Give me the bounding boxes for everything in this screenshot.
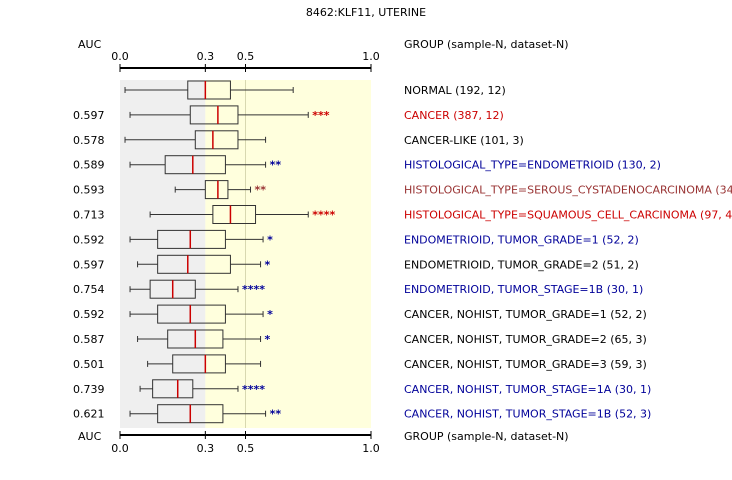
auc-value-8: 0.754 — [73, 283, 105, 296]
group-label-4: HISTOLOGICAL_TYPE=SEROUS_CYSTADENOCARCIN… — [404, 184, 732, 197]
background-bands — [120, 80, 371, 428]
auc-value-13: 0.621 — [73, 408, 105, 421]
background-band-0 — [120, 80, 206, 428]
box-4 — [204, 180, 229, 200]
group-label-3: HISTOLOGICAL_TYPE=ENDOMETRIOID (130, 2) — [404, 159, 661, 172]
significance-stars-1: *** — [312, 109, 330, 122]
box-row-13: ** 0.621 CANCER, NOHIST, TUMOR_STAGE=1B (5… — [73, 404, 651, 424]
group-label-1: CANCER (387, 12) — [404, 109, 504, 122]
box-9 — [157, 304, 226, 324]
box-row-5: **** 0.713 HISTOLOGICAL_TYPE=SQUAMOUS_CELL… — [73, 205, 732, 224]
box-row-10: * 0.587 CANCER, NOHIST, TUMOR_GRADE=2 (65,… — [73, 329, 647, 349]
significance-stars-5: **** — [312, 209, 335, 222]
box-row-12: **** 0.739 CANCER, NOHIST, TUMOR_STAGE=1A … — [73, 379, 651, 399]
auc-value-2: 0.578 — [73, 134, 105, 147]
box-11 — [172, 354, 226, 374]
significance-stars-10: * — [265, 333, 271, 346]
group-label-12: CANCER, NOHIST, TUMOR_STAGE=1A (30, 1) — [404, 383, 651, 396]
box-0 — [187, 80, 231, 100]
tick-label-top-3: 1.0 — [362, 50, 380, 63]
group-label-5: HISTOLOGICAL_TYPE=SQUAMOUS_CELL_CARCINOM… — [404, 209, 732, 222]
auc-value-9: 0.592 — [73, 308, 105, 321]
group-label-11: CANCER, NOHIST, TUMOR_GRADE=3 (59, 3) — [404, 358, 647, 371]
auc-header-bottom: AUC — [78, 430, 102, 443]
auc-value-5: 0.713 — [73, 209, 105, 222]
box-row-3: ** 0.589 HISTOLOGICAL_TYPE=ENDOMETRIOID (1… — [73, 155, 661, 175]
group-label-2: CANCER-LIKE (101, 3) — [404, 134, 524, 147]
auc-value-1: 0.597 — [73, 109, 105, 122]
tick-label-bottom-1: 0.3 — [197, 442, 215, 455]
auc-header-top: AUC — [78, 38, 102, 51]
group-label-13: CANCER, NOHIST, TUMOR_STAGE=1B (52, 3) — [404, 408, 651, 421]
group-label-9: CANCER, NOHIST, TUMOR_GRADE=1 (52, 2) — [404, 308, 647, 321]
box-row-1: *** 0.597 CANCER (387, 12) — [73, 105, 504, 125]
axis-bottom: 0.0 0.3 0.5 1.0 — [111, 431, 380, 455]
box-row-6: * 0.592 ENDOMETRIOID, TUMOR_GRADE=1 (52, 2… — [73, 229, 639, 249]
tick-label-bottom-0: 0.0 — [111, 442, 129, 455]
box-row-2: 0.578 CANCER-LIKE (101, 3) — [73, 130, 524, 150]
auc-value-10: 0.587 — [73, 333, 105, 346]
axis-top: 0.0 0.3 0.5 1.0 — [111, 50, 380, 72]
box-rows: NORMAL (192, 12)***0.597 CANCER (387, 12)… — [73, 80, 732, 424]
significance-stars-3: ** — [270, 159, 282, 172]
auc-value-4: 0.593 — [73, 184, 105, 197]
box-3 — [164, 155, 226, 175]
group-label-6: ENDOMETRIOID, TUMOR_GRADE=1 (52, 2) — [404, 233, 639, 246]
tick-label-top-2: 0.5 — [237, 50, 255, 63]
box-7 — [157, 254, 231, 274]
group-header-top: GROUP (sample-N, dataset-N) — [404, 38, 569, 51]
box-1 — [189, 105, 239, 125]
tick-label-top-1: 0.3 — [197, 50, 215, 63]
box-row-0: NORMAL (192, 12) — [124, 80, 506, 100]
significance-stars-7: * — [265, 258, 271, 271]
auc-value-11: 0.501 — [73, 358, 105, 371]
auc-value-7: 0.597 — [73, 258, 105, 271]
box-row-9: * 0.592 CANCER, NOHIST, TUMOR_GRADE=1 (52,… — [73, 304, 647, 324]
significance-stars-8: **** — [242, 283, 265, 296]
significance-stars-9: * — [267, 308, 273, 321]
box-12 — [152, 379, 194, 399]
auc-value-3: 0.589 — [73, 159, 105, 172]
box-row-11: 0.501 CANCER, NOHIST, TUMOR_GRADE=3 (59, … — [73, 354, 647, 374]
auc-value-12: 0.739 — [73, 383, 105, 396]
significance-stars-6: * — [267, 233, 273, 246]
group-label-0: NORMAL (192, 12) — [404, 84, 506, 97]
tick-label-top-0: 0.0 — [111, 50, 129, 63]
box-6 — [157, 229, 226, 249]
auc-value-6: 0.592 — [73, 233, 105, 246]
significance-stars-13: ** — [270, 408, 282, 421]
box-row-4: ** 0.593 HISTOLOGICAL_TYPE=SEROUS_CYSTADEN… — [73, 180, 732, 200]
background-band-1 — [205, 80, 371, 428]
tick-label-bottom-3: 1.0 — [362, 442, 380, 455]
box-2 — [194, 130, 239, 150]
group-label-10: CANCER, NOHIST, TUMOR_GRADE=2 (65, 3) — [404, 333, 647, 346]
significance-stars-12: **** — [242, 383, 265, 396]
chart-title: 8462:KLF11, UTERINE — [306, 6, 426, 19]
significance-stars-4: ** — [255, 184, 267, 197]
box-row-8: **** 0.754 ENDOMETRIOID, TUMOR_STAGE=1B (3… — [73, 279, 643, 299]
box-row-7: * 0.597 ENDOMETRIOID, TUMOR_GRADE=2 (51, 2… — [73, 254, 639, 274]
box-5 — [212, 205, 257, 224]
group-label-8: ENDOMETRIOID, TUMOR_STAGE=1B (30, 1) — [404, 283, 643, 296]
group-header-bottom: GROUP (sample-N, dataset-N) — [404, 430, 569, 443]
tick-label-bottom-2: 0.5 — [237, 442, 255, 455]
group-label-7: ENDOMETRIOID, TUMOR_GRADE=2 (51, 2) — [404, 258, 639, 271]
